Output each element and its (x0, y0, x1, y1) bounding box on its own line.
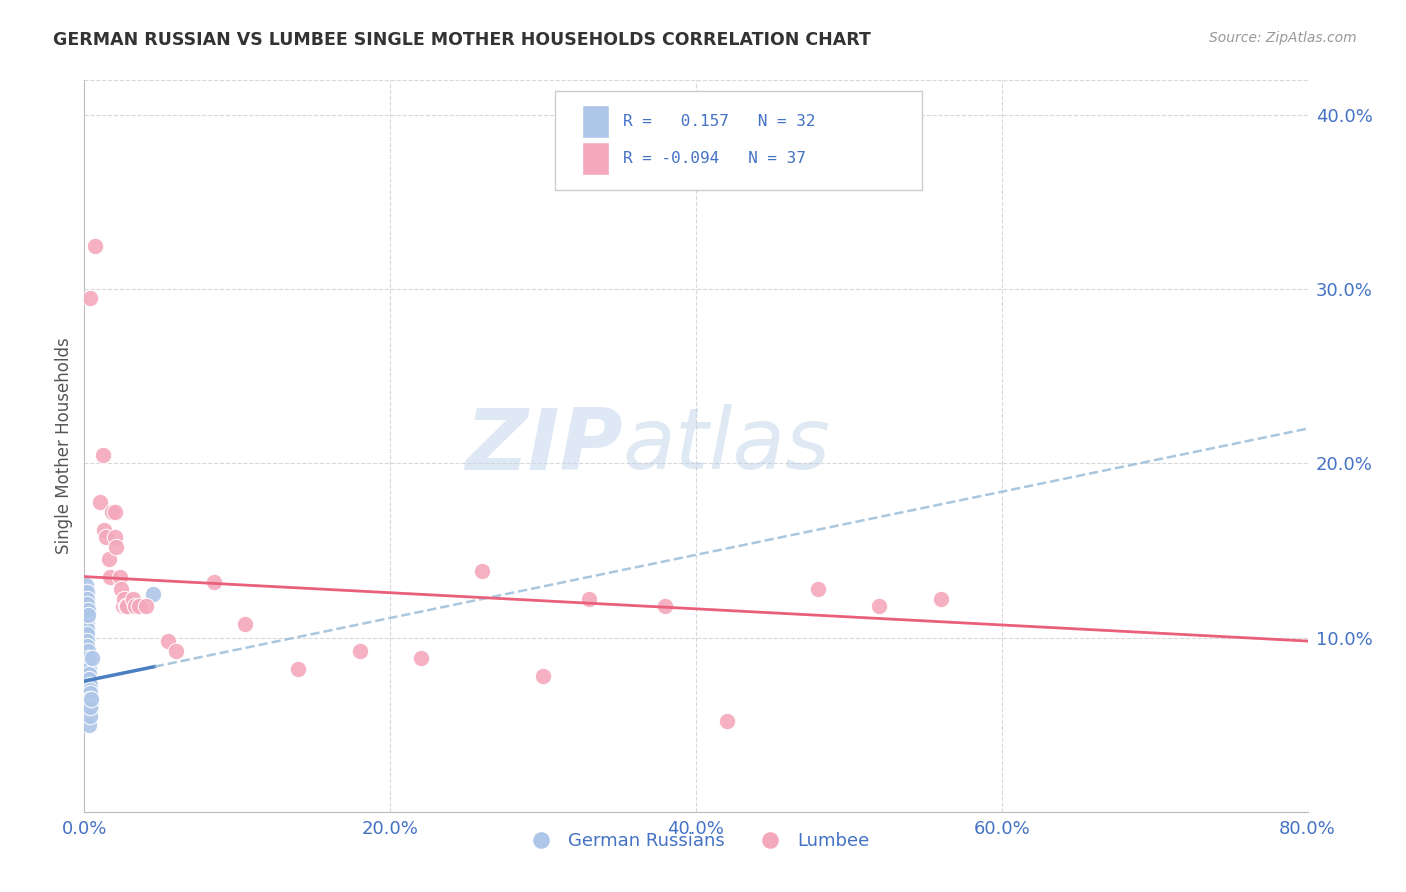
Point (202, 574, 225, 589)
Point (98, 569, 121, 583)
Point (124, 599, 146, 614)
Legend: German Russians, Lumbee: German Russians, Lumbee (516, 825, 876, 857)
Y-axis label: Single Mother Households: Single Mother Households (55, 338, 73, 554)
Point (135, 599, 157, 614)
Point (128, 599, 150, 614)
Point (287, 662, 309, 676)
Point (77, 673, 100, 687)
Point (84, 238, 107, 252)
Point (76, 644, 98, 658)
Point (76, 603, 98, 617)
Point (75, 599, 97, 614)
Point (157, 634, 180, 648)
Point (77, 607, 100, 622)
Point (105, 540, 128, 554)
Point (807, 582, 830, 596)
Point (76, 585, 98, 599)
Point (122, 592, 145, 607)
Point (79, 682, 101, 697)
Point (80, 691, 103, 706)
Point (112, 592, 135, 607)
Point (77, 662, 100, 676)
Point (165, 644, 187, 658)
Bar (582, 142, 609, 175)
Point (93, 523, 115, 537)
Point (97, 552, 120, 566)
Point (77, 717, 100, 731)
Point (471, 565, 494, 579)
Point (76, 622, 98, 636)
Point (409, 651, 432, 665)
Text: atlas: atlas (623, 404, 831, 488)
Point (79, 686, 101, 700)
Point (349, 644, 371, 658)
Point (80, 651, 103, 665)
Point (142, 587, 165, 601)
Point (79, 677, 101, 691)
Point (654, 599, 676, 614)
Point (75, 578, 97, 592)
Point (929, 592, 952, 607)
Point (104, 505, 127, 519)
Point (76, 634, 98, 648)
Point (76, 627, 98, 641)
Point (79, 700, 101, 714)
Point (75, 604, 97, 618)
Point (77, 651, 100, 665)
Text: GERMAN RUSSIAN VS LUMBEE SINGLE MOTHER HOUSEHOLDS CORRELATION CHART: GERMAN RUSSIAN VS LUMBEE SINGLE MOTHER H… (53, 31, 872, 49)
Point (89, 494, 111, 508)
Point (80, 695, 103, 709)
Point (91, 448, 114, 462)
Point (76, 592, 98, 607)
Text: ZIP: ZIP (465, 404, 623, 488)
Point (76, 598, 98, 612)
Point (110, 582, 132, 596)
Point (77, 657, 100, 671)
Point (76, 616, 98, 631)
Point (869, 599, 891, 614)
Text: Source: ZipAtlas.com: Source: ZipAtlas.com (1209, 31, 1357, 45)
Point (111, 599, 134, 614)
Bar (582, 105, 609, 138)
Point (80, 700, 103, 714)
Point (108, 569, 131, 583)
Point (578, 592, 600, 607)
Point (531, 669, 554, 683)
Text: R =   0.157   N = 32: R = 0.157 N = 32 (623, 114, 815, 129)
Point (75, 609, 97, 624)
Point (716, 714, 738, 728)
Point (101, 505, 124, 519)
Point (76, 640, 98, 654)
Point (79, 709, 101, 723)
Point (114, 599, 136, 614)
Point (104, 530, 127, 544)
Point (79, 291, 101, 305)
Point (77, 667, 100, 681)
Point (115, 599, 138, 614)
Point (94, 530, 117, 544)
Point (79, 691, 101, 706)
Text: R = -0.094   N = 37: R = -0.094 N = 37 (623, 151, 806, 166)
FancyBboxPatch shape (555, 91, 922, 190)
Point (233, 616, 256, 631)
